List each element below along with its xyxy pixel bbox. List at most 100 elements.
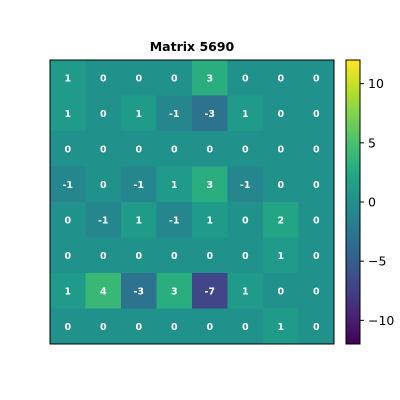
cell-value-label: 0	[64, 251, 71, 262]
chart-title: Matrix 5690	[150, 39, 235, 54]
colorbar-tick-label: −10	[368, 313, 394, 328]
cell-value-label: 1	[135, 215, 142, 226]
cell-value-label: 0	[171, 251, 178, 262]
heatmap-cell-r7-c5	[227, 308, 264, 345]
heatmap-cell-r7-c4	[192, 308, 228, 345]
cell-value-label: 0	[171, 144, 178, 155]
colorbar-tick-label: 5	[368, 135, 376, 150]
cell-value-label: 0	[100, 109, 107, 120]
heatmap-cell-r5-c4	[192, 237, 228, 274]
heatmap-cell-r5-c7	[298, 237, 335, 274]
cell-value-label: 0	[100, 180, 107, 191]
heatmap-cell-r1-c3	[156, 95, 193, 132]
heatmap-cell-r2-c3	[156, 131, 193, 167]
cell-value-label: 1	[206, 215, 213, 226]
colorbar-ticks: 10 5 0 −5 −10	[360, 76, 394, 328]
heatmap-cell-r2-c6	[263, 131, 299, 167]
cell-value-label: 0	[100, 144, 107, 155]
heatmap-cell-r5-c2	[121, 237, 157, 274]
cell-value-label: -1	[62, 180, 73, 191]
heatmap-cell-r1-c6	[263, 95, 299, 132]
cell-value-label: 0	[206, 144, 213, 155]
cell-value-label: 4	[100, 286, 107, 297]
heatmap-cell-r6-c6	[263, 273, 299, 309]
heatmap-cell-r2-c5	[227, 131, 264, 167]
cell-value-label: 1	[277, 322, 284, 333]
heatmap-cell-r5-c1	[85, 237, 122, 274]
cell-value-label: 0	[206, 322, 213, 333]
heatmap-cell-r0-c6	[263, 60, 299, 96]
cell-value-label: 1	[242, 109, 249, 120]
colorbar-tick-label: 0	[368, 195, 376, 210]
cell-value-label: 0	[313, 180, 320, 191]
cell-value-label: 0	[242, 322, 249, 333]
colorbar	[345, 59, 361, 345]
heatmap-cell-r1-c0	[50, 95, 86, 132]
heatmap-cell-r4-c1	[85, 202, 122, 238]
cell-value-label: -1	[240, 180, 251, 191]
cell-value-label: 0	[135, 144, 142, 155]
heatmap-cell-r0-c4	[192, 60, 228, 96]
cell-value-label: 0	[135, 73, 142, 84]
heatmap-cell-r5-c0	[50, 237, 86, 274]
cell-value-label: 3	[206, 73, 213, 84]
heatmap-cell-r2-c0	[50, 131, 86, 167]
heatmap-cell-r4-c3	[156, 202, 193, 238]
heatmap-cell-r7-c2	[121, 308, 157, 345]
cell-value-label: 0	[277, 144, 284, 155]
cell-value-label: 0	[100, 73, 107, 84]
cell-value-label: 0	[277, 109, 284, 120]
cell-value-label: 0	[100, 251, 107, 262]
heatmap-cell-r7-c0	[50, 308, 86, 345]
cell-value-label: -7	[204, 286, 215, 297]
cell-value-label: 0	[313, 322, 320, 333]
cell-value-label: 2	[277, 215, 284, 226]
heatmap-cell-r1-c4	[192, 95, 228, 132]
heatmap-cell-r3-c1	[85, 166, 122, 203]
cell-value-label: 0	[242, 215, 249, 226]
heatmap-cell-r4-c6	[263, 202, 299, 238]
heatmap-cell-r7-c6	[263, 308, 299, 345]
cell-value-label: 0	[313, 251, 320, 262]
heatmap-cell-r2-c1	[85, 131, 122, 167]
heatmap-cell-r4-c7	[298, 202, 335, 238]
cell-value-label: 0	[277, 73, 284, 84]
cell-value-label: 0	[313, 109, 320, 120]
cell-value-label: -3	[204, 109, 215, 120]
heatmap-cell-r6-c2	[121, 273, 157, 309]
cell-value-label: 3	[206, 180, 213, 191]
heatmap-cell-r3-c0	[50, 166, 86, 203]
cell-value-label: 0	[242, 251, 249, 262]
heatmap-cell-r0-c1	[85, 60, 122, 96]
cell-value-label: 0	[277, 286, 284, 297]
cell-value-label: 0	[313, 286, 320, 297]
cell-value-label: 0	[242, 73, 249, 84]
cell-value-label: 0	[277, 180, 284, 191]
colorbar-tick-label: −5	[368, 254, 386, 269]
heatmap-frame	[49, 59, 335, 345]
heatmap-cell-r3-c4	[192, 166, 228, 203]
heatmap-cell-r7-c1	[85, 308, 122, 345]
heatmap-cell-r0-c3	[156, 60, 193, 96]
heatmap-cell-r1-c7	[298, 95, 335, 132]
heatmap-cell-r5-c6	[263, 237, 299, 274]
heatmap-cell-r5-c5	[227, 237, 264, 274]
heatmap-cell-r3-c5	[227, 166, 264, 203]
cell-value-label: 0	[313, 215, 320, 226]
cell-value-label: 1	[135, 109, 142, 120]
heatmap-cell-r1-c2	[121, 95, 157, 132]
heatmap-cell-r4-c5	[227, 202, 264, 238]
heatmap-cell-r1-c5	[227, 95, 264, 132]
heatmap-cell-r3-c3	[156, 166, 193, 203]
heatmap-cell-r1-c1	[85, 95, 122, 132]
heatmap-cell-r7-c3	[156, 308, 193, 345]
cell-value-label: 0	[64, 215, 71, 226]
cell-value-label: -1	[133, 180, 144, 191]
cell-value-label: -1	[169, 215, 180, 226]
cell-value-label: -1	[98, 215, 109, 226]
heatmap-cell-r2-c4	[192, 131, 228, 167]
heatmap-cell-r4-c4	[192, 202, 228, 238]
cell-value-label: 3	[171, 286, 178, 297]
cell-value-label: 0	[135, 322, 142, 333]
